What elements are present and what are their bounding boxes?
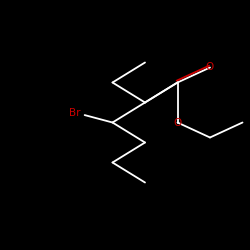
Text: O: O: [174, 118, 182, 128]
Text: Br: Br: [69, 108, 81, 118]
Text: O: O: [206, 62, 214, 72]
